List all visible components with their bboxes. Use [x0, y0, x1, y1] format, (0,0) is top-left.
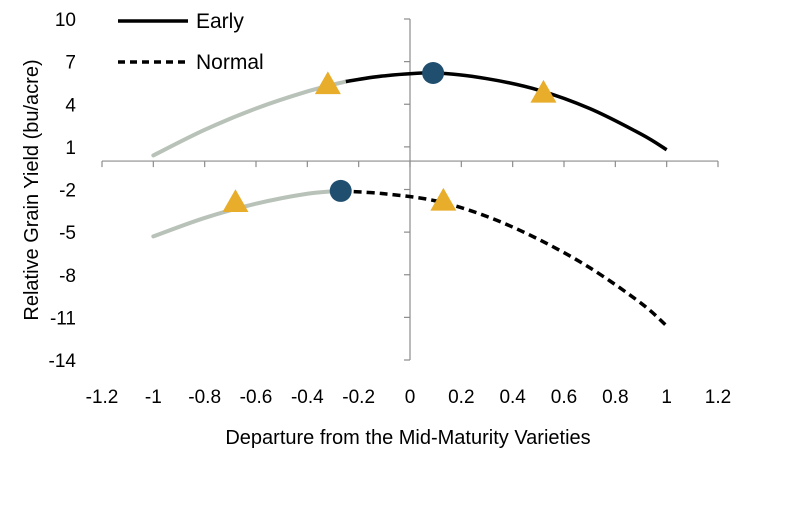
optimum-marker-circle: [329, 179, 352, 202]
x-tick-label: 0.6: [551, 387, 577, 408]
series-early-line: [345, 71, 668, 152]
x-tick-label: 0.8: [602, 387, 628, 408]
x-tick-label: 0.4: [499, 387, 526, 408]
marker-triangle: [314, 71, 341, 95]
series-normal-line: [340, 189, 668, 328]
optimum-marker-circle: [422, 61, 445, 84]
y-tick-label: -11: [50, 308, 76, 329]
tick-label-layer: -1.2 -1 -0.8 -0.6 -0.4 -0.2 0 0.2 0.4 0.6 0.8 1 1.2 1…: [49, 10, 732, 408]
series-normal-extrapolated-line: [151, 188, 343, 239]
x-tick-label: -0.2: [342, 387, 375, 408]
y-tick-label: -14: [49, 351, 77, 372]
x-tick-label: 1: [661, 387, 672, 408]
marker-triangle: [530, 79, 557, 103]
x-tick-label: 1.2: [705, 387, 731, 408]
x-tick-label: -0.4: [291, 387, 324, 408]
y-tick-label: -8: [59, 266, 76, 287]
x-tick-label: -1.2: [86, 387, 119, 408]
legend: Early Normal: [118, 10, 264, 74]
y-axis-title: Relative Grain Yield (bu/acre): [21, 59, 43, 320]
x-tick-label: -0.8: [188, 387, 221, 408]
x-axis-title: Departure from the Mid-Maturity Varietie…: [225, 427, 590, 449]
y-tick-label: -5: [59, 223, 76, 244]
legend-label-early: Early: [196, 10, 244, 33]
x-tick-label: -1: [145, 387, 162, 408]
y-tick-label: 7: [65, 53, 76, 74]
y-tick-label: 1: [65, 138, 76, 159]
x-tick-label: -0.6: [240, 387, 273, 408]
y-tick-label: -2: [59, 181, 76, 202]
legend-label-normal: Normal: [196, 51, 264, 74]
marker-triangle: [430, 187, 457, 211]
y-tick-label: 4: [65, 95, 76, 116]
y-tick-label: 10: [55, 10, 76, 31]
x-tick-label: 0.2: [448, 387, 474, 408]
axes: [101, 18, 719, 361]
x-tick-label: 0: [405, 387, 416, 408]
marker-layer: [222, 61, 557, 213]
marker-triangle: [222, 189, 249, 213]
